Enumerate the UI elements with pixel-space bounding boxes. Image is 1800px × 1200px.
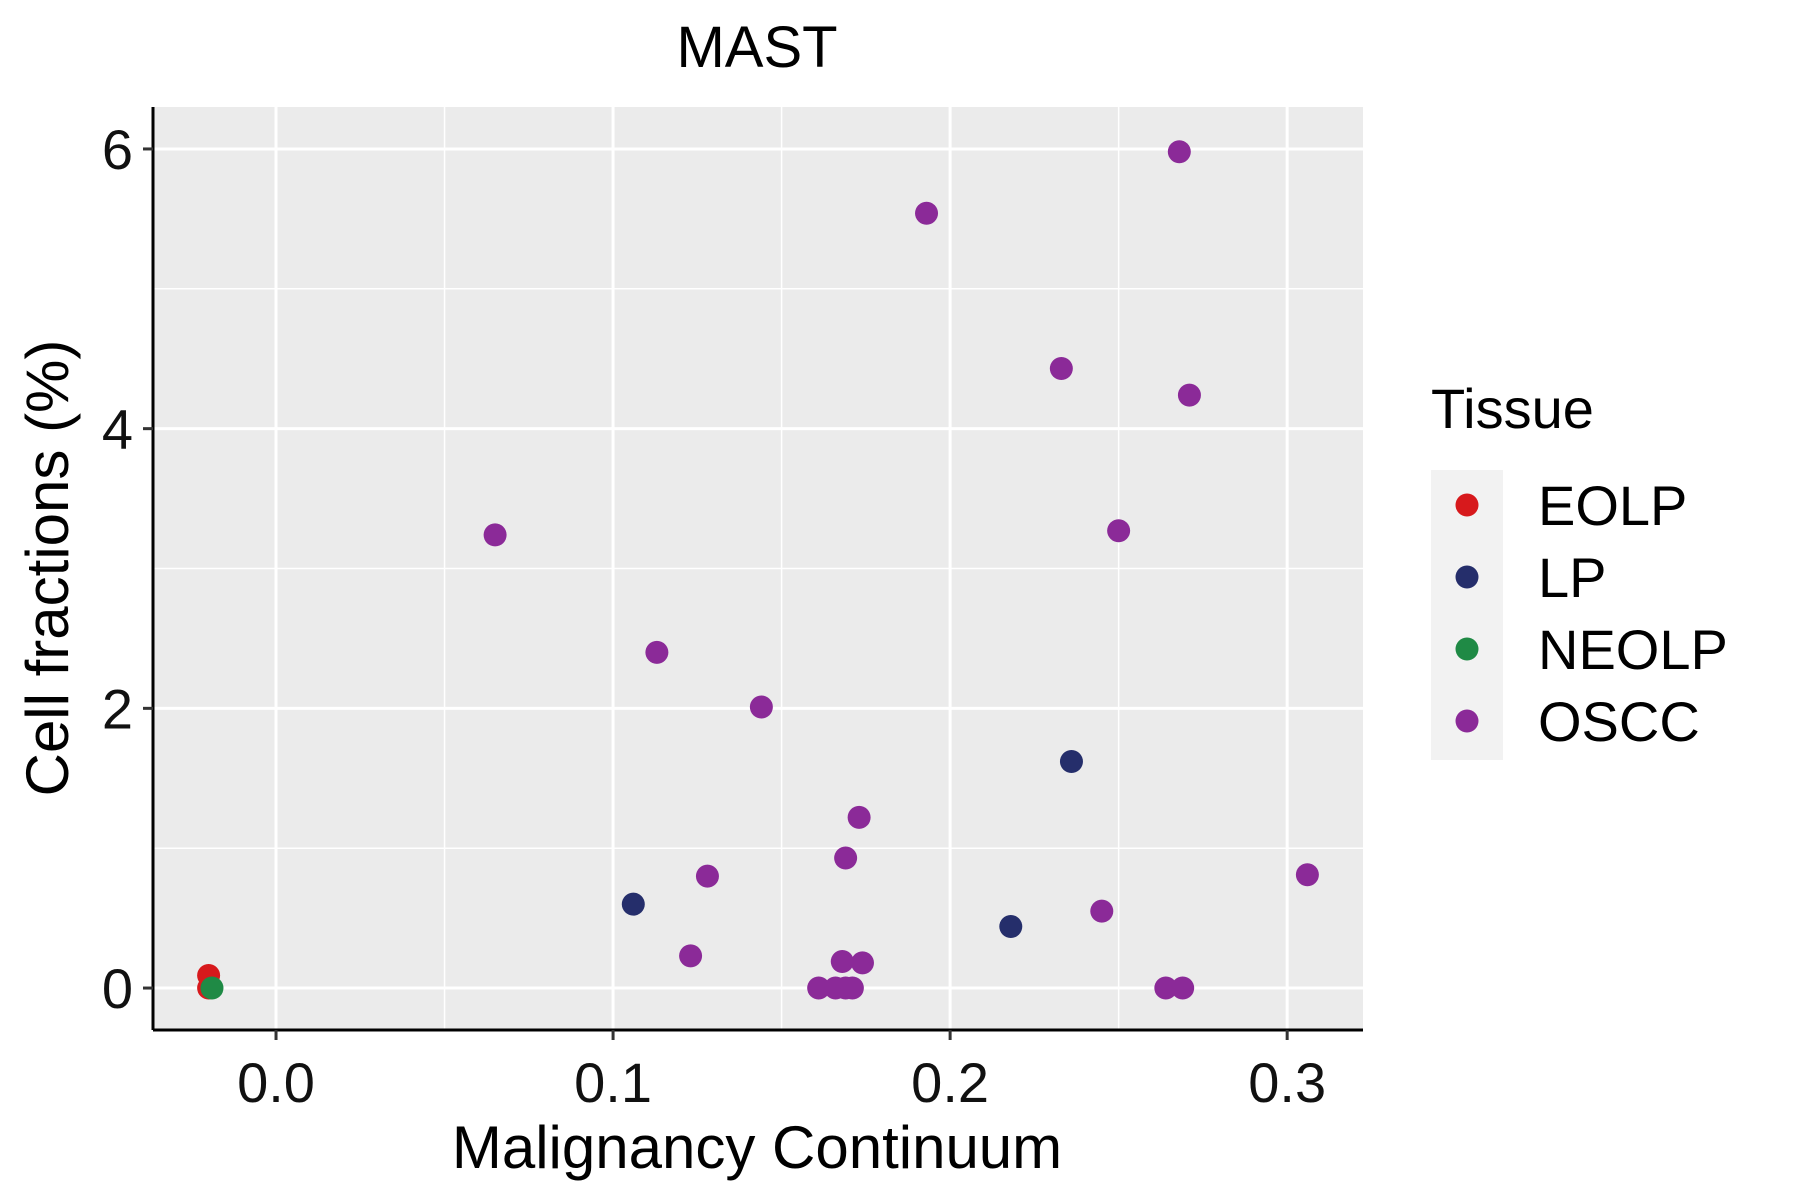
data-point-oscc bbox=[1154, 976, 1178, 1000]
legend-label: EOLP bbox=[1538, 474, 1687, 537]
data-point-lp bbox=[1059, 749, 1083, 773]
data-point-oscc bbox=[695, 864, 719, 888]
data-point-oscc bbox=[847, 805, 871, 829]
x-axis-ticks: 0.0 0.1 0.2 0.3 bbox=[237, 1030, 1326, 1114]
x-tick-label: 0.2 bbox=[911, 1051, 989, 1114]
data-point-oscc bbox=[1049, 357, 1073, 381]
data-point-oscc bbox=[1090, 899, 1114, 923]
legend-item-lp: LP bbox=[1455, 546, 1607, 609]
data-point-oscc bbox=[850, 951, 874, 975]
data-point-oscc bbox=[1177, 383, 1201, 407]
data-point-oscc bbox=[807, 976, 831, 1000]
y-tick-label: 4 bbox=[102, 398, 133, 461]
data-point-lp bbox=[621, 892, 645, 916]
y-tick-label: 2 bbox=[102, 677, 133, 740]
legend-item-eolp: EOLP bbox=[1455, 474, 1687, 537]
data-point-oscc bbox=[840, 976, 864, 1000]
legend-label: LP bbox=[1538, 546, 1607, 609]
legend-item-neolp: NEOLP bbox=[1455, 618, 1728, 681]
legend-item-oscc: OSCC bbox=[1455, 690, 1700, 753]
legend-marker-lp bbox=[1455, 565, 1479, 589]
series-lp bbox=[621, 749, 1083, 939]
legend-marker-eolp bbox=[1455, 493, 1479, 517]
y-tick-label: 6 bbox=[102, 118, 133, 181]
legend-marker-oscc bbox=[1455, 709, 1479, 733]
y-tick-label: 0 bbox=[102, 957, 133, 1020]
data-point-oscc bbox=[645, 640, 669, 664]
series-oscc bbox=[483, 140, 1319, 1000]
data-point-oscc bbox=[1167, 140, 1191, 164]
data-point-oscc bbox=[915, 201, 939, 225]
y-axis-label: Cell fractions (%) bbox=[14, 340, 81, 797]
series-neolp bbox=[200, 976, 224, 1000]
x-tick-label: 0.1 bbox=[574, 1051, 652, 1114]
legend-marker-neolp bbox=[1455, 637, 1479, 661]
x-axis-label: Malignancy Continuum bbox=[452, 1114, 1062, 1181]
data-point-oscc bbox=[483, 523, 507, 547]
legend-title: Tissue bbox=[1431, 377, 1594, 440]
x-tick-label: 0.3 bbox=[1248, 1051, 1326, 1114]
data-point-lp bbox=[999, 915, 1023, 939]
data-point-oscc bbox=[834, 846, 858, 870]
legend: Tissue EOLP LP NEOLP OSCC bbox=[1431, 377, 1728, 760]
data-point-oscc bbox=[1171, 976, 1195, 1000]
legend-label: OSCC bbox=[1538, 690, 1700, 753]
data-point-oscc bbox=[830, 949, 854, 973]
data-point-neolp bbox=[200, 976, 224, 1000]
data-point-oscc bbox=[749, 695, 773, 719]
data-point-oscc bbox=[679, 944, 703, 968]
x-tick-label: 0.0 bbox=[237, 1051, 315, 1114]
legend-label: NEOLP bbox=[1538, 618, 1728, 681]
data-point-oscc bbox=[1295, 863, 1319, 887]
y-axis-ticks: 0 2 4 6 bbox=[102, 118, 153, 1020]
data-points bbox=[197, 140, 1319, 1000]
chart-title: MAST bbox=[676, 15, 837, 80]
data-point-oscc bbox=[1107, 519, 1131, 543]
